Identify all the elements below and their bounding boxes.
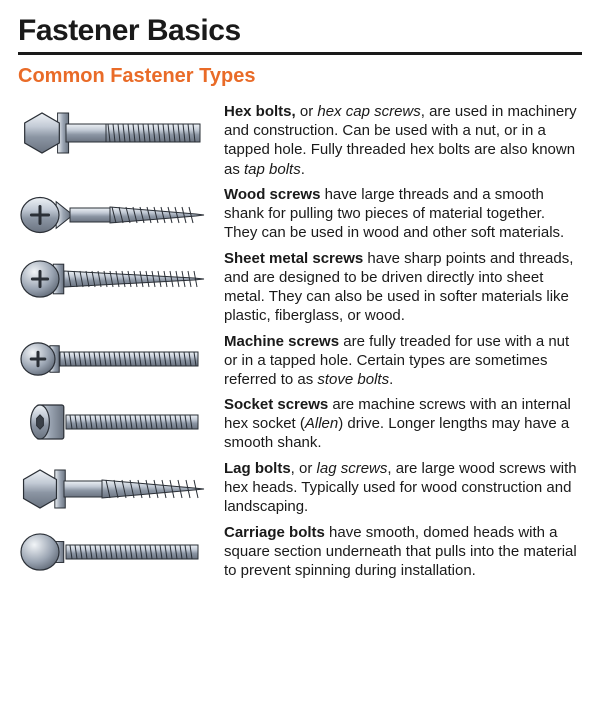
fastener-name: Carriage bolts xyxy=(224,524,325,541)
fastener-description: Wood screws have large threads and a smo… xyxy=(218,185,582,243)
fastener-item-carriage-bolt: Carriage bolts have smooth, domed heads … xyxy=(18,523,582,581)
fastener-name: Hex bolts, xyxy=(224,103,296,120)
wood-screw-illustration xyxy=(18,185,218,243)
fastener-item-sheet-metal-screw: Sheet metal screws have sharp points and… xyxy=(18,249,582,326)
sheet-metal-screw-illustration xyxy=(18,249,218,307)
fastener-description: Socket screws are machine screws with an… xyxy=(218,395,582,453)
page-title: Fastener Basics xyxy=(18,14,582,55)
fastener-description: Hex bolts, or hex cap screws, are used i… xyxy=(218,102,582,179)
fastener-name: Lag bolts xyxy=(224,460,291,477)
fastener-description: Sheet metal screws have sharp points and… xyxy=(218,249,582,326)
fastener-name: Machine screws xyxy=(224,333,339,350)
hex-bolt-illustration xyxy=(18,102,218,162)
fastener-item-socket-screw: Socket screws are machine screws with an… xyxy=(18,395,582,453)
fastener-description: Machine screws are fully treaded for use… xyxy=(218,332,582,390)
fastener-item-wood-screw: Wood screws have large threads and a smo… xyxy=(18,185,582,243)
fastener-item-lag-bolt: Lag bolts, or lag screws, are large wood… xyxy=(18,459,582,517)
socket-screw-illustration xyxy=(18,395,218,447)
fastener-list: Hex bolts, or hex cap screws, are used i… xyxy=(18,102,582,580)
section-title: Common Fastener Types xyxy=(18,65,582,88)
fastener-item-machine-screw: Machine screws are fully treaded for use… xyxy=(18,332,582,390)
fastener-name: Wood screws xyxy=(224,186,320,203)
fastener-description: Lag bolts, or lag screws, are large wood… xyxy=(218,459,582,517)
lag-bolt-illustration xyxy=(18,459,218,517)
fastener-item-hex-bolt: Hex bolts, or hex cap screws, are used i… xyxy=(18,102,582,179)
fastener-description: Carriage bolts have smooth, domed heads … xyxy=(218,523,582,581)
fastener-name: Socket screws xyxy=(224,396,328,413)
fastener-name: Sheet metal screws xyxy=(224,250,363,267)
carriage-bolt-illustration xyxy=(18,523,218,579)
machine-screw-illustration xyxy=(18,332,218,384)
